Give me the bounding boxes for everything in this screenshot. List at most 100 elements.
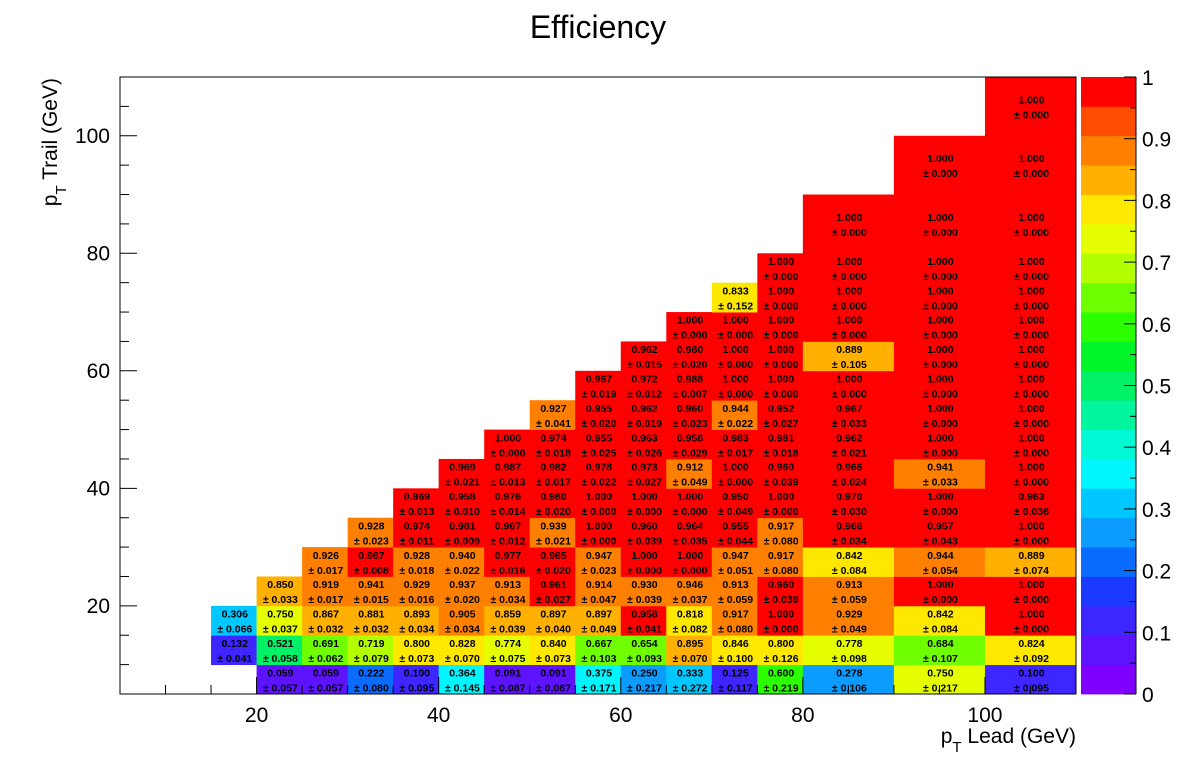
cell-error-label: ± 0.039 xyxy=(627,535,662,547)
cell-value-label: 1.000 xyxy=(836,285,862,297)
heatmap-cell xyxy=(620,341,667,372)
cell-error-label: ± 0.030 xyxy=(832,506,867,518)
cell-error-label: ± 0.057 xyxy=(263,682,298,694)
heatmap-cell xyxy=(620,605,667,636)
heatmap-cell xyxy=(711,664,758,695)
heatmap-cell xyxy=(757,517,804,548)
cell-error-label: ± 0.075 xyxy=(490,653,525,665)
cell-error-label: ± 0.000 xyxy=(1014,477,1049,489)
cell-error-label: ± 0.000 xyxy=(1014,109,1049,121)
heatmap-cell xyxy=(893,400,986,430)
cell-error-label: ± 0.016 xyxy=(490,565,525,577)
heatmap-cell xyxy=(575,547,622,577)
cell-error-label: ± 0.035 xyxy=(673,535,708,547)
cell-value-label: 0.774 xyxy=(495,638,521,650)
cell-value-label: 0.691 xyxy=(313,638,339,650)
x-tick-label: 80 xyxy=(791,704,814,727)
cell-value-label: 0.913 xyxy=(836,579,862,591)
cell-value-label: 0.917 xyxy=(768,550,794,562)
heatmap-cell xyxy=(802,576,895,607)
cell-error-label: ± 0.145 xyxy=(445,682,480,694)
heatmap-cell xyxy=(984,282,1077,313)
heatmap-cell xyxy=(484,635,531,666)
cell-error-label: ± 0.020 xyxy=(445,594,480,606)
heatmap-cell xyxy=(711,458,758,489)
cell-error-label: ± 0.000 xyxy=(764,624,799,636)
heatmap-cell xyxy=(984,635,1077,666)
heatmap-cell xyxy=(893,429,986,460)
cell-value-label: 0.973 xyxy=(631,462,657,474)
cell-error-label: ± 0.117 xyxy=(718,682,753,694)
cell-value-label: 0.980 xyxy=(677,344,703,356)
cell-value-label: 0.750 xyxy=(927,667,953,679)
cell-error-label: ± 0.024 xyxy=(832,477,867,489)
cell-error-label: ± 0.023 xyxy=(354,535,389,547)
cell-value-label: 0.960 xyxy=(677,403,703,415)
heatmap-cell xyxy=(575,576,622,607)
cell-error-label: ± 0.000 xyxy=(490,447,525,459)
cell-value-label: 1.000 xyxy=(927,315,953,327)
y-tick-label: 60 xyxy=(87,360,110,383)
heatmap-cell xyxy=(757,341,804,372)
cell-error-label: ± 0.000 xyxy=(923,418,958,430)
heatmap-cell xyxy=(529,664,576,695)
cell-error-label: ± 0.082 xyxy=(673,624,708,636)
cell-error-label: ± 0.049 xyxy=(832,624,867,636)
cell-value-label: 0.364 xyxy=(449,667,475,679)
heatmap-cell xyxy=(984,370,1077,401)
cell-error-label: ± 0.032 xyxy=(354,624,389,636)
heatmap-cell xyxy=(620,458,667,489)
heatmap-cell xyxy=(757,429,804,460)
color-scale-label: 0.5 xyxy=(1142,376,1171,399)
cell-error-label: ± 0.080 xyxy=(764,535,799,547)
cell-error-label: ± 0.000 xyxy=(923,271,958,283)
cell-value-label: 0.950 xyxy=(722,491,748,503)
heatmap-cell xyxy=(666,312,713,342)
cell-value-label: 0.972 xyxy=(631,374,657,386)
cell-error-label: ± 0.000 xyxy=(923,594,958,606)
heatmap-cell xyxy=(211,605,257,636)
cell-value-label: 0.958 xyxy=(631,609,657,621)
cell-value-label: 0.930 xyxy=(631,579,657,591)
cell-value-label: 0.939 xyxy=(540,520,566,532)
heatmap-cell xyxy=(302,576,349,607)
cell-value-label: 1.000 xyxy=(1018,462,1044,474)
cell-error-label: ± 0.000 xyxy=(764,300,799,312)
heatmap-cell xyxy=(802,312,895,342)
heatmap-cell xyxy=(393,488,440,519)
x-tick-label: 20 xyxy=(245,704,268,727)
cell-error-label: ± 0.107 xyxy=(923,653,958,665)
heatmap-cell xyxy=(302,635,349,666)
heatmap-cell xyxy=(484,576,531,607)
cell-value-label: 1.000 xyxy=(1018,94,1044,106)
cell-value-label: 1.000 xyxy=(768,344,794,356)
cell-error-label: ± 0.217 xyxy=(627,682,662,694)
cell-error-label: ± 0.084 xyxy=(832,565,867,577)
color-scale-swatch xyxy=(1081,341,1136,372)
heatmap-cell xyxy=(757,488,804,519)
cell-value-label: 0.912 xyxy=(677,462,703,474)
cell-error-label: ± 0.049 xyxy=(582,624,617,636)
heatmap-cell xyxy=(984,194,1077,254)
cell-error-label: ± 0.000 xyxy=(673,330,708,342)
heatmap-cell xyxy=(666,547,713,577)
cell-value-label: 1.000 xyxy=(586,491,612,503)
cell-value-label: 0.977 xyxy=(495,550,521,562)
heatmap-cell xyxy=(393,576,440,607)
cell-error-label: ± 0.171 xyxy=(582,682,617,694)
heatmap-cell xyxy=(529,576,576,607)
cell-error-label: ± 0.100 xyxy=(718,653,753,665)
cell-value-label: 1.000 xyxy=(631,491,657,503)
cell-error-label: ± 0.020 xyxy=(536,565,571,577)
cell-error-label: ± 0.017 xyxy=(536,477,571,489)
heatmap-cell xyxy=(711,576,758,607)
cell-error-label: ± 0.000 xyxy=(718,477,753,489)
heatmap-cell xyxy=(666,635,713,666)
color-scale-swatch xyxy=(1081,517,1136,548)
chart-title: Efficiency xyxy=(530,9,666,45)
cell-value-label: 1.000 xyxy=(768,256,794,268)
cell-error-label: ± 0.095 xyxy=(399,682,434,694)
heatmap-cell xyxy=(802,635,895,666)
heatmap-cell xyxy=(984,400,1077,430)
cell-value-label: 0.981 xyxy=(768,432,794,444)
